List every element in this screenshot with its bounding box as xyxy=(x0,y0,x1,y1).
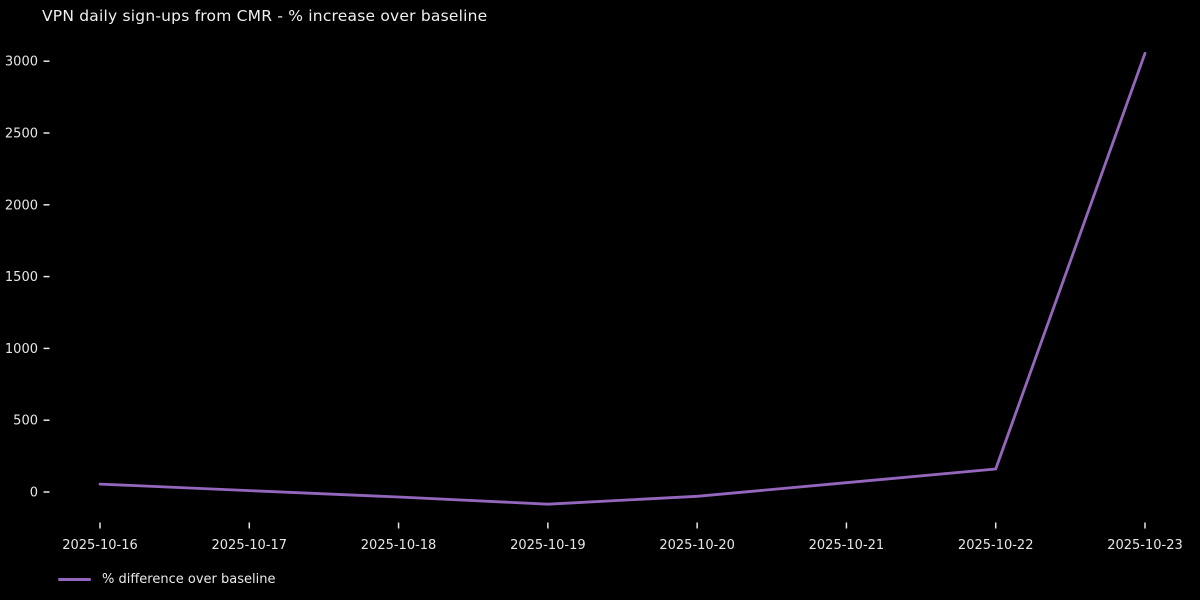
legend-series-label: % difference over baseline xyxy=(102,572,276,587)
x-axis-tick-label: 2025-10-19 xyxy=(510,538,586,553)
x-axis-tick-label: 2025-10-20 xyxy=(659,538,735,553)
y-axis-tick-label: 3000 xyxy=(5,55,38,70)
x-axis-tick-label: 2025-10-21 xyxy=(809,538,885,553)
y-axis-tick-label: 0 xyxy=(30,486,38,501)
chart-title: VPN daily sign-ups from CMR - % increase… xyxy=(42,7,488,25)
data-line xyxy=(98,51,1147,506)
legend: % difference over baseline xyxy=(58,572,275,587)
y-axis-tick-label: 2500 xyxy=(5,127,38,142)
x-axis-tick-label: 2025-10-23 xyxy=(1107,538,1183,553)
x-axis-tick-label: 2025-10-22 xyxy=(958,538,1034,553)
x-axis-tick-label: 2025-10-17 xyxy=(212,538,288,553)
x-axis-tick-label: 2025-10-18 xyxy=(361,538,437,553)
y-axis-tick-label: 1000 xyxy=(5,342,38,357)
y-axis-tick-label: 500 xyxy=(13,414,38,429)
legend-line-swatch xyxy=(58,578,91,581)
y-axis-tick-label: 2000 xyxy=(5,198,38,213)
y-axis-tick-label: 1500 xyxy=(5,270,38,285)
x-axis-tick-label: 2025-10-16 xyxy=(62,538,138,553)
